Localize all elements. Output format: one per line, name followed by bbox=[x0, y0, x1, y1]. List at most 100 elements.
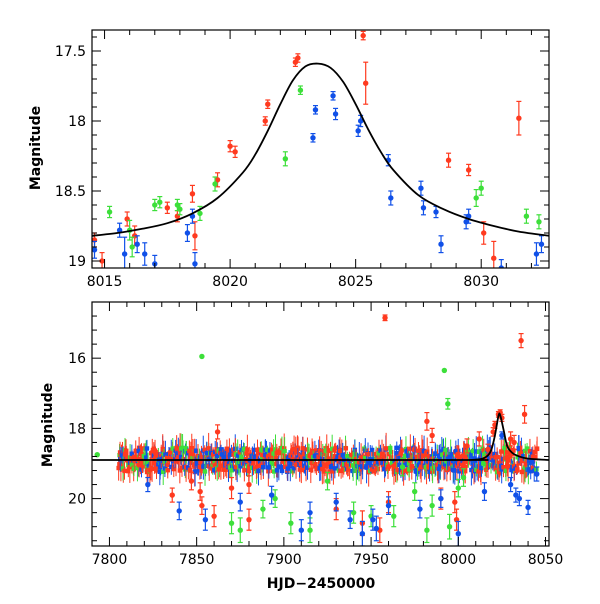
band-point-red bbox=[325, 461, 331, 466]
band-point-blue bbox=[442, 462, 448, 467]
blue-point bbox=[237, 499, 243, 505]
green-point bbox=[228, 520, 235, 526]
blue-point bbox=[513, 492, 519, 498]
band-point-red bbox=[177, 468, 183, 473]
band-point-blue bbox=[470, 460, 475, 466]
blue-point bbox=[507, 481, 514, 488]
blue-point bbox=[498, 265, 504, 268]
band-point-green bbox=[161, 469, 166, 475]
band-point-red bbox=[422, 453, 427, 458]
green-point bbox=[260, 506, 266, 512]
band-point-green bbox=[323, 448, 328, 453]
band-point-red bbox=[189, 446, 194, 451]
red-point bbox=[292, 59, 299, 65]
band-point-blue bbox=[367, 460, 372, 466]
band-point-blue bbox=[143, 455, 149, 460]
band-point-red bbox=[179, 465, 185, 470]
band-point-green bbox=[260, 456, 265, 462]
red-point bbox=[382, 315, 388, 321]
blue-point bbox=[516, 495, 523, 502]
green-point bbox=[199, 353, 205, 360]
green-point bbox=[445, 401, 451, 407]
band-point-red bbox=[425, 449, 430, 454]
red-point bbox=[188, 478, 195, 484]
band-point-red bbox=[218, 463, 224, 469]
band-point-blue bbox=[158, 461, 163, 466]
band-point-blue bbox=[317, 466, 322, 471]
band-point-blue bbox=[447, 454, 453, 460]
band-point-red bbox=[505, 464, 511, 469]
band-point-red bbox=[489, 455, 494, 461]
blue-point bbox=[370, 516, 376, 523]
green-point bbox=[429, 502, 435, 509]
band-point-green bbox=[271, 451, 276, 456]
red-point bbox=[485, 446, 491, 453]
band-point-red bbox=[136, 462, 142, 468]
band-point-red bbox=[139, 462, 145, 467]
band-point-green bbox=[476, 449, 482, 455]
red-point bbox=[227, 143, 233, 149]
band-point-blue bbox=[530, 459, 536, 464]
green-point bbox=[460, 474, 467, 481]
band-point-red bbox=[301, 466, 307, 472]
red-point bbox=[199, 502, 205, 509]
band-point-blue bbox=[185, 451, 191, 456]
band-point-blue bbox=[136, 448, 141, 454]
blue-point bbox=[310, 135, 316, 141]
red-point bbox=[189, 191, 196, 197]
blue-point bbox=[420, 205, 427, 211]
band-point-red bbox=[418, 464, 424, 470]
band-point-blue bbox=[238, 464, 243, 469]
red-point bbox=[246, 481, 252, 488]
band-point-blue bbox=[230, 464, 235, 470]
green-point bbox=[106, 209, 113, 215]
red-point bbox=[192, 233, 198, 239]
band-point-blue bbox=[425, 459, 430, 464]
band-point-red bbox=[244, 451, 249, 456]
band-point-blue bbox=[203, 463, 208, 469]
blue-point bbox=[373, 525, 380, 532]
band-point-blue bbox=[192, 469, 198, 474]
red-point bbox=[169, 492, 175, 498]
band-point-red bbox=[124, 452, 129, 457]
band-point-red bbox=[416, 448, 421, 453]
blue-point bbox=[465, 213, 472, 219]
blue-point bbox=[312, 107, 319, 113]
band-point-blue bbox=[169, 464, 174, 470]
green-point bbox=[307, 527, 313, 533]
band-point-blue bbox=[521, 453, 526, 459]
blue-point bbox=[92, 247, 98, 253]
band-point-blue bbox=[402, 462, 408, 468]
red-point bbox=[452, 499, 458, 505]
band-point-red bbox=[122, 468, 127, 474]
band-point-blue bbox=[227, 452, 233, 457]
band-point-blue bbox=[287, 458, 293, 464]
band-point-blue bbox=[492, 451, 497, 457]
band-point-red bbox=[496, 469, 502, 475]
green-point bbox=[152, 202, 158, 208]
band-point-blue bbox=[292, 466, 297, 471]
band-point-green bbox=[515, 455, 520, 460]
band-point-green bbox=[131, 466, 137, 472]
band-point-red bbox=[174, 445, 179, 451]
red-point bbox=[197, 488, 203, 495]
band-point-red bbox=[133, 454, 139, 460]
band-point-red bbox=[245, 447, 250, 452]
plot-frame bbox=[91, 29, 550, 269]
band-point-red bbox=[117, 462, 122, 467]
band-point-blue bbox=[234, 469, 240, 474]
band-point-red bbox=[512, 464, 518, 469]
band-point-red bbox=[166, 455, 171, 461]
band-point-red bbox=[448, 466, 453, 471]
band-point-blue bbox=[427, 469, 432, 475]
band-point-blue bbox=[178, 454, 184, 460]
band-point-red bbox=[338, 454, 343, 460]
band-point-blue bbox=[289, 461, 294, 466]
band-point-red bbox=[209, 466, 214, 471]
band-point-red bbox=[333, 445, 338, 451]
band-point-red bbox=[326, 456, 331, 461]
band-point-red bbox=[519, 450, 524, 456]
band-point-blue bbox=[392, 458, 397, 464]
band-point-blue bbox=[163, 452, 168, 457]
blue-point bbox=[433, 209, 439, 215]
